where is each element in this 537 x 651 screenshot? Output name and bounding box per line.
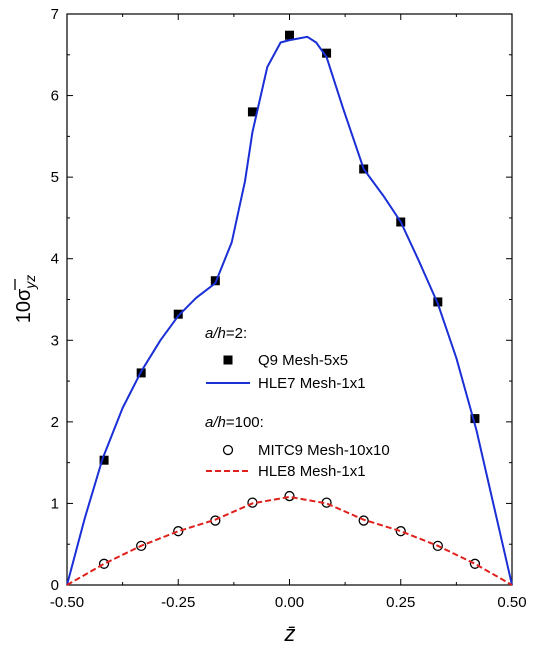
data-point-mitc9-mesh-10x10	[284, 490, 295, 502]
data-point-q9-mesh-5x5	[285, 30, 294, 40]
x-tick-label: 0.00	[275, 594, 304, 611]
x-tick-label: 0.25	[386, 594, 415, 611]
legend-marker-circle	[222, 444, 234, 456]
y-axis-ticks: 0 1 2 3 4 5 6 7	[51, 6, 512, 594]
legend-heading: a/h=100:	[205, 414, 264, 431]
legend-heading: a/h=2:	[205, 325, 247, 342]
x-tick-label: -0.50	[50, 594, 84, 611]
y-tick-label: 2	[51, 414, 59, 431]
data-point-q9-mesh-5x5	[99, 455, 109, 465]
y-tick-label: 7	[51, 6, 59, 23]
data-point-q9-mesh-5x5	[173, 309, 183, 319]
y-tick-label: 0	[51, 577, 59, 594]
legend-label: MITC9 Mesh-10x10	[258, 442, 390, 459]
legend-label: HLE7 Mesh-1x1	[258, 375, 366, 392]
x-axis-label-text: z̄	[284, 621, 296, 646]
legend-heading-value: =100:	[226, 414, 264, 431]
legend-marker-square	[223, 355, 233, 365]
legend-label: Q9 Mesh-5x5	[258, 352, 348, 369]
data-point-mitc9-mesh-10x10	[469, 558, 481, 569]
legend-heading-value: =2:	[226, 325, 247, 342]
x-axis-ticks: -0.50 -0.25 0.00 0.25 0.50	[50, 14, 527, 611]
y-axis-label-subscript: yz	[22, 275, 38, 290]
y-tick-label: 5	[51, 169, 59, 186]
y-axis-label-prefix: 10	[13, 301, 35, 323]
y-axis-label-symbol: σ	[13, 288, 35, 301]
x-tick-label: 0.50	[497, 594, 526, 611]
series-line-hle8-mesh-1x1	[66, 495, 513, 586]
y-tick-label: 3	[51, 332, 59, 349]
y-tick-label: 4	[51, 251, 59, 268]
series-layer	[66, 30, 513, 586]
data-point-mitc9-mesh-10x10	[173, 526, 184, 537]
data-point-mitc9-mesh-10x10	[395, 526, 406, 537]
y-tick-label: 1	[51, 495, 59, 512]
data-point-q9-mesh-5x5	[247, 107, 257, 117]
series-line-hle7-mesh-1x1	[66, 35, 513, 586]
svg-text:10σyz: 10σyz	[13, 275, 38, 324]
legend-label: HLE8 Mesh-1x1	[258, 463, 366, 480]
legend-heading-ratio: a/h	[205, 414, 226, 431]
y-axis-label: 10σyz	[13, 275, 38, 324]
legend-heading-ratio: a/h	[205, 325, 226, 342]
y-tick-label: 6	[51, 88, 59, 105]
data-point-q9-mesh-5x5	[470, 414, 480, 424]
data-point-q9-mesh-5x5	[322, 48, 332, 58]
x-tick-label: -0.25	[161, 594, 195, 611]
data-point-mitc9-mesh-10x10	[98, 558, 110, 569]
x-axis-label: z̄	[284, 621, 296, 646]
